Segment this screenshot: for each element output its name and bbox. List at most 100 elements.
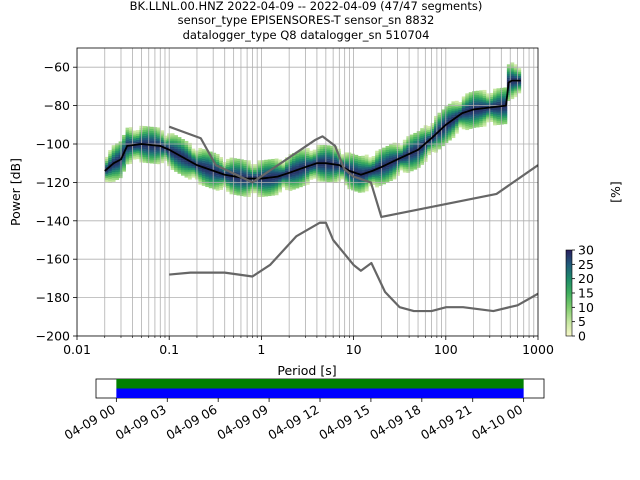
psd-bin xyxy=(333,175,338,178)
psd-bin xyxy=(416,158,421,161)
psd-bin xyxy=(503,120,508,123)
psd-bin xyxy=(468,105,473,108)
psd-bin xyxy=(326,147,331,150)
psd-bin xyxy=(187,175,192,178)
psd-bin xyxy=(406,141,411,145)
psd-bin xyxy=(361,161,366,164)
psd-bin xyxy=(350,169,355,172)
psd-bin xyxy=(444,121,449,124)
psd-bin xyxy=(285,166,289,169)
psd-bin xyxy=(281,164,286,167)
psd-bin xyxy=(257,171,262,174)
psd-bin xyxy=(115,145,120,148)
psd-bin xyxy=(451,109,456,112)
psd-bin xyxy=(274,170,279,173)
psd-bin xyxy=(160,151,165,154)
psd-bin xyxy=(295,170,300,174)
psd-bin xyxy=(135,132,140,135)
psd-bin xyxy=(177,158,182,161)
psd-bin xyxy=(191,156,196,159)
time-tick-label: 04-10 00 xyxy=(469,402,525,443)
psd-bin xyxy=(316,146,321,149)
psd-bin xyxy=(281,179,286,182)
psd-bin xyxy=(468,117,473,120)
psd-bin xyxy=(309,158,314,161)
psd-bin xyxy=(378,174,383,177)
psd-bin xyxy=(191,154,196,157)
psd-bin xyxy=(420,143,425,146)
psd-bin xyxy=(233,169,237,172)
psd-bin xyxy=(413,163,418,166)
psd-bin xyxy=(129,148,133,151)
psd-bin xyxy=(513,85,518,88)
psd-bin xyxy=(385,157,390,160)
psd-bin xyxy=(267,161,272,164)
psd-bin xyxy=(160,130,165,133)
psd-bin xyxy=(118,149,123,152)
time-tick-label: 04-09 06 xyxy=(164,402,220,443)
psd-bin xyxy=(326,176,331,179)
psd-bin xyxy=(170,158,175,161)
psd-bin xyxy=(146,159,151,162)
psd-bin xyxy=(441,132,445,135)
psd-bin xyxy=(177,144,182,147)
psd-bin xyxy=(486,110,490,113)
psd-bin xyxy=(239,180,244,183)
psd-bin xyxy=(170,152,175,155)
psd-bin xyxy=(513,70,518,73)
psd-bin xyxy=(413,157,418,161)
psd-bin xyxy=(437,137,442,140)
psd-bin xyxy=(305,150,310,153)
psd-bin xyxy=(319,171,324,174)
psd-bin xyxy=(399,162,404,165)
psd-bin xyxy=(499,110,504,114)
psd-bin xyxy=(184,162,189,165)
psd-bin xyxy=(479,121,484,124)
psd-bin xyxy=(392,161,397,165)
psd-bin xyxy=(444,106,449,109)
psd-bin xyxy=(160,139,165,143)
psd-bin xyxy=(146,151,151,154)
psd-bin xyxy=(278,159,282,162)
psd-bin xyxy=(104,170,109,173)
psd-bin xyxy=(510,85,515,88)
psd-bin xyxy=(132,142,137,145)
psd-bin xyxy=(177,163,182,167)
psd-bin xyxy=(236,187,241,190)
psd-bin xyxy=(243,175,248,178)
psd-bin xyxy=(236,191,241,194)
psd-bin xyxy=(118,154,123,158)
psd-bin xyxy=(409,165,414,168)
psd-bin xyxy=(319,173,324,176)
psd-bin xyxy=(174,140,178,144)
psd-bin xyxy=(160,149,165,152)
time-tick-label: 04-09 12 xyxy=(265,402,321,443)
psd-bin xyxy=(489,96,494,99)
psd-bin xyxy=(392,171,397,174)
psd-bin xyxy=(479,99,484,103)
psd-bin xyxy=(229,172,234,176)
psd-bin xyxy=(326,166,331,169)
psd-bin xyxy=(350,182,355,185)
psd-bin xyxy=(177,139,182,142)
psd-bin xyxy=(513,72,518,75)
psd-bin xyxy=(219,162,224,165)
psd-bin xyxy=(413,161,418,164)
psd-bin xyxy=(330,178,334,181)
psd-bin xyxy=(201,181,206,184)
psd-bin xyxy=(125,156,130,159)
psd-bin xyxy=(319,175,324,178)
psd-bin xyxy=(142,151,147,154)
psd-bin xyxy=(385,159,390,162)
psd-bin xyxy=(243,159,248,163)
psd-bin xyxy=(142,156,147,159)
psd-bin xyxy=(129,161,133,164)
psd-bin xyxy=(122,167,126,170)
psd-bin xyxy=(160,159,165,162)
psd-bin xyxy=(104,172,109,175)
psd-bin xyxy=(468,97,473,101)
psd-bin xyxy=(340,154,345,157)
psd-bin xyxy=(177,156,182,159)
psd-bin xyxy=(219,185,224,188)
